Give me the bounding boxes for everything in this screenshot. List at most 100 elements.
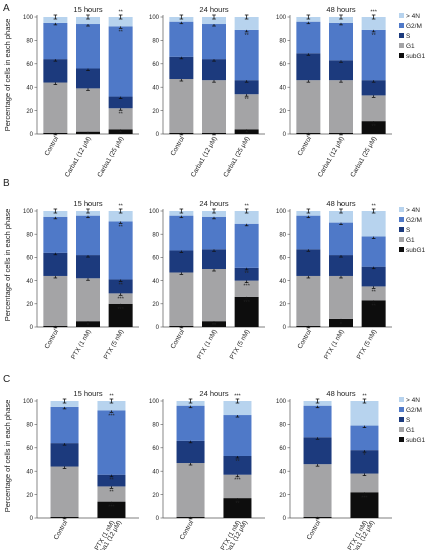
significance-label: ** bbox=[371, 204, 376, 210]
bar-segment bbox=[329, 22, 353, 61]
significance-label: ** bbox=[212, 323, 217, 329]
legend-label: G1 bbox=[406, 43, 415, 50]
y-tick-label: 60 bbox=[279, 446, 286, 452]
bar-segment bbox=[234, 17, 259, 30]
chart-title: 15 hours bbox=[73, 5, 102, 14]
y-tick-label: 60 bbox=[152, 256, 159, 262]
bar-segment bbox=[97, 486, 126, 502]
error-bar bbox=[53, 14, 58, 20]
error-bar bbox=[362, 398, 367, 404]
bar-segment bbox=[76, 24, 100, 69]
y-tick-label: 100 bbox=[276, 399, 287, 405]
bar-segment bbox=[234, 80, 259, 95]
bar-segment bbox=[234, 280, 259, 297]
bar-segment bbox=[361, 211, 386, 237]
panel-letter: A bbox=[3, 3, 10, 14]
y-tick-label: 100 bbox=[23, 15, 34, 21]
error-bar bbox=[118, 208, 123, 214]
y-tick-label: 80 bbox=[152, 39, 159, 45]
chart-title: 24 hours bbox=[199, 5, 228, 14]
error-bar bbox=[339, 14, 343, 20]
legend-label: G2/M bbox=[406, 217, 422, 224]
legend-label: subG1 bbox=[406, 437, 426, 444]
y-tick-label: 0 bbox=[30, 132, 34, 138]
bar-segment bbox=[108, 17, 133, 27]
bar-segment bbox=[202, 59, 226, 81]
y-tick-label: 40 bbox=[279, 469, 286, 475]
y-tick-label: 60 bbox=[26, 62, 33, 68]
significance-label: ** bbox=[109, 489, 114, 495]
bar-segment bbox=[234, 296, 259, 327]
significance-label: ** bbox=[235, 459, 240, 465]
y-tick-label: 60 bbox=[279, 256, 286, 262]
y-tick-label: 100 bbox=[149, 399, 160, 405]
bar-segment bbox=[76, 321, 100, 327]
significance-label: *** bbox=[234, 394, 241, 400]
y-tick-label: 20 bbox=[26, 493, 33, 499]
error-bar bbox=[62, 398, 67, 404]
bar-segment bbox=[108, 96, 133, 109]
bar-segment bbox=[202, 24, 226, 60]
chart-title: 24 hours bbox=[199, 199, 228, 208]
bar-segment bbox=[361, 286, 386, 301]
bar-segment bbox=[350, 401, 379, 426]
chart-panel: 24 hours020406080100Control**********PTX… bbox=[149, 389, 265, 550]
bar-segment bbox=[361, 80, 386, 96]
x-tick-label: PTX (5 nM) bbox=[103, 329, 126, 361]
bar-segment bbox=[43, 22, 68, 60]
x-tick-label: PTX (1 nM) bbox=[70, 329, 93, 361]
y-tick-label: 40 bbox=[152, 85, 159, 91]
y-tick-label: 40 bbox=[26, 279, 33, 285]
error-bar bbox=[315, 398, 320, 404]
bar-segment bbox=[50, 466, 79, 517]
y-axis-label: Percentage of cells in each phase bbox=[3, 209, 12, 322]
bar-segment bbox=[202, 249, 226, 269]
y-axis-label: Percentage of cells in each phase bbox=[3, 400, 12, 513]
legend-label: G1 bbox=[406, 427, 415, 434]
significance-label: *** bbox=[243, 300, 250, 306]
bar-segment bbox=[169, 79, 194, 133]
error-bar bbox=[118, 14, 123, 20]
significance-label: ** bbox=[244, 33, 249, 39]
bar-segment bbox=[329, 255, 353, 276]
y-tick-label: 0 bbox=[30, 325, 34, 331]
bar-segment bbox=[296, 53, 321, 81]
error-bar bbox=[371, 14, 376, 20]
bar-segment bbox=[361, 95, 386, 122]
bar-segment bbox=[303, 437, 332, 465]
legend-swatch bbox=[399, 207, 404, 212]
significance-label: ** bbox=[371, 289, 376, 295]
significance-label: * bbox=[363, 453, 366, 459]
x-tick-label: PTX (5 nM) bbox=[229, 329, 252, 361]
bar-segment bbox=[97, 410, 126, 475]
significance-label: *** bbox=[108, 413, 115, 419]
bar-segment bbox=[296, 215, 321, 250]
bar-segment bbox=[223, 474, 252, 499]
error-bar bbox=[86, 208, 90, 214]
bar-segment bbox=[350, 425, 379, 451]
y-tick-label: 80 bbox=[279, 423, 286, 429]
bar-segment bbox=[223, 498, 252, 518]
x-tick-label: Carba1 (25 μM) bbox=[349, 136, 378, 179]
bar-segment bbox=[202, 80, 226, 133]
bar-segment bbox=[361, 300, 386, 327]
significance-label: ** bbox=[118, 204, 123, 210]
significance-label: * bbox=[246, 131, 249, 137]
significance-label: ** bbox=[118, 10, 123, 16]
legend: > 4N G2/M S G1 subG1 bbox=[399, 397, 426, 444]
significance-label: ** bbox=[244, 204, 249, 210]
chart-title: 15 hours bbox=[73, 199, 102, 208]
significance-label: *** bbox=[108, 505, 115, 511]
bar-segment bbox=[350, 473, 379, 493]
legend-label: S bbox=[406, 33, 411, 40]
x-tick-label: Carba1 (25 μM) bbox=[222, 136, 251, 179]
bar-segment bbox=[50, 443, 79, 467]
y-tick-label: 60 bbox=[152, 446, 159, 452]
y-tick-label: 0 bbox=[283, 132, 287, 138]
x-tick-label: Carba1 (12 μM) bbox=[317, 136, 346, 179]
y-tick-label: 0 bbox=[283, 516, 287, 522]
significance-label: ** bbox=[118, 224, 123, 230]
x-tick-label: Control bbox=[44, 135, 61, 157]
legend-swatch bbox=[399, 437, 404, 442]
